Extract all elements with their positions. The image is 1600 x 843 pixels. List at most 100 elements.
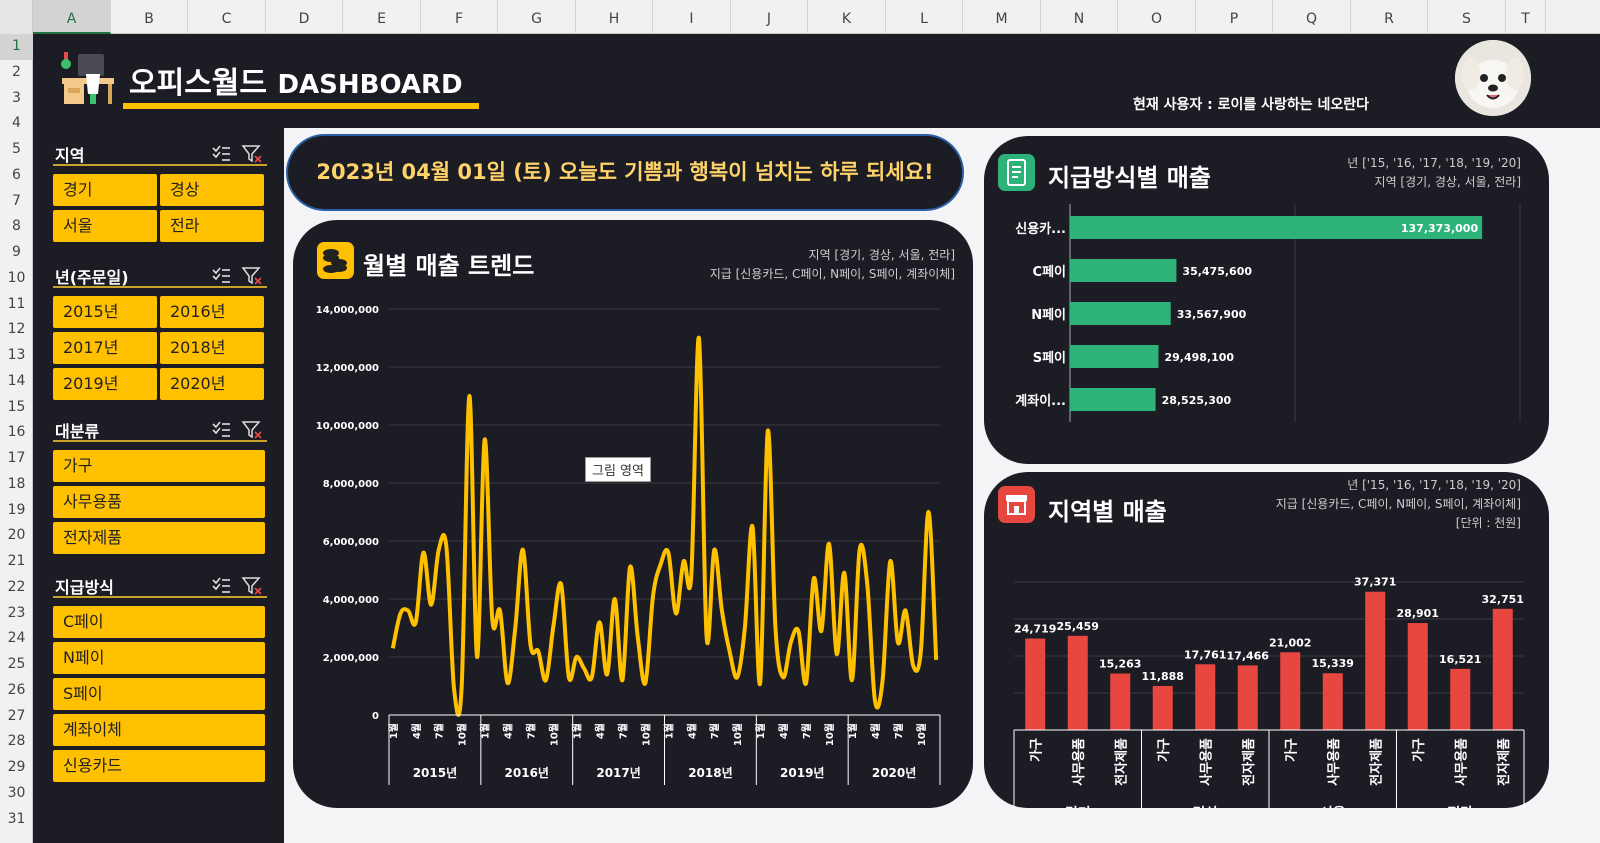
slicer-item[interactable]: 2019년 (53, 368, 157, 400)
slicer-item[interactable]: 2018년 (160, 332, 264, 364)
column-header-R[interactable]: R (1351, 0, 1428, 34)
row-header-2[interactable]: 2 (12, 63, 21, 80)
column-header-B[interactable]: B (111, 0, 188, 34)
column-header-M[interactable]: M (963, 0, 1041, 34)
row-header-13[interactable]: 13 (7, 347, 26, 363)
column-header-N[interactable]: N (1041, 0, 1118, 34)
column-header-E[interactable]: E (343, 0, 421, 34)
row-header-bar: 1 2 3 4 5 6 7 8 9 10 11 12 13 14 15 16 17 18 19 20 21 22 23 24 2… (0, 34, 33, 843)
row-header-27[interactable]: 27 (7, 707, 26, 724)
region-category-label: 전자제품 (1113, 738, 1129, 786)
column-header-P[interactable]: P (1196, 0, 1273, 34)
slicer-item[interactable]: 2015년 (53, 296, 157, 328)
row-header-5[interactable]: 5 (12, 141, 21, 157)
row-header-18[interactable]: 18 (7, 475, 26, 492)
payment-category-label: 신용카... (1015, 221, 1066, 237)
row-header-7[interactable]: 7 (12, 192, 21, 209)
region-value-label: 37,371 (1354, 576, 1396, 589)
column-header-I[interactable]: I (653, 0, 731, 34)
clear-filter-icon[interactable] (241, 420, 263, 444)
slicer-item[interactable]: 2020년 (160, 368, 264, 400)
column-header-J[interactable]: J (731, 0, 808, 34)
row-header-10[interactable]: 10 (7, 269, 26, 286)
month-tick-label: 1월 (847, 723, 859, 739)
slicer-item[interactable]: 신용카드 (53, 750, 265, 782)
slicer-item[interactable]: 전라 (160, 210, 264, 242)
multi-select-icon[interactable] (211, 420, 231, 442)
row-header-16[interactable]: 16 (7, 424, 26, 441)
clear-filter-icon[interactable] (241, 266, 263, 290)
slicer-item[interactable]: 경기 (53, 174, 157, 206)
slicer-title: 지급방식 (55, 578, 114, 597)
row-header-19[interactable]: 19 (7, 501, 26, 518)
column-header-D[interactable]: D (266, 0, 343, 34)
region-filter-info: 년 ['15, '16, '17, '18, '19, '20] 지급 [신용카드… (1276, 476, 1521, 533)
row-header-20[interactable]: 20 (7, 527, 26, 544)
clear-filter-icon[interactable] (241, 144, 263, 168)
row-header-3[interactable]: 3 (12, 89, 21, 106)
row-header-26[interactable]: 26 (7, 681, 26, 698)
row-header-31[interactable]: 31 (7, 810, 26, 827)
row-header-24[interactable]: 24 (7, 630, 26, 647)
column-header-L[interactable]: L (886, 0, 963, 34)
payment-value-label: 33,567,900 (1177, 308, 1247, 321)
column-header-S[interactable]: S (1428, 0, 1506, 34)
row-header-1[interactable]: 1 (0, 34, 33, 60)
slicer-item[interactable]: S페이 (53, 678, 265, 710)
slicer-item[interactable]: 2016년 (160, 296, 264, 328)
slicer-item[interactable]: 가구 (53, 450, 265, 482)
row-header-12[interactable]: 12 (7, 321, 26, 338)
row-header-30[interactable]: 30 (7, 784, 26, 801)
column-header-T[interactable]: T (1506, 0, 1546, 34)
column-header-Q[interactable]: Q (1273, 0, 1351, 34)
column-header-K[interactable]: K (808, 0, 886, 34)
slicer-item[interactable]: 계좌이체 (53, 714, 265, 746)
payment-bar-chart[interactable]: 신용카... 137,373,000 C페이 35,475,600 N페이 33,567,… (984, 136, 1549, 464)
region-value-label: 15,339 (1312, 657, 1354, 670)
slicer-item[interactable]: N페이 (53, 642, 265, 674)
slicer-item[interactable]: 서울 (53, 210, 157, 242)
row-header-25[interactable]: 25 (7, 656, 26, 672)
slicer-item[interactable]: 사무용품 (53, 486, 265, 518)
region-category-label: 사무용품 (1326, 738, 1342, 786)
column-header-C[interactable]: C (188, 0, 266, 34)
row-header-6[interactable]: 6 (12, 166, 21, 183)
region-bar-chart[interactable]: 24,719 가구 25,459 사무용품 15,263 전자제품경기 11,888 가구 17… (984, 472, 1549, 808)
column-header-O[interactable]: O (1118, 0, 1196, 34)
row-header-28[interactable]: 28 (7, 733, 26, 750)
multi-select-icon[interactable] (211, 576, 231, 598)
month-tick-label: 10월 (916, 723, 928, 746)
row-header-9[interactable]: 9 (12, 244, 21, 260)
slicer-item[interactable]: C페이 (53, 606, 265, 638)
row-header-14[interactable]: 14 (7, 372, 26, 389)
row-header-22[interactable]: 22 (7, 578, 26, 595)
slicer-item[interactable]: 전자제품 (53, 522, 265, 554)
row-header-17[interactable]: 17 (7, 450, 26, 466)
row-header-23[interactable]: 23 (7, 604, 26, 621)
payment-bar (1070, 388, 1156, 411)
region-bar (1067, 635, 1088, 730)
column-header-F[interactable]: F (421, 0, 498, 34)
multi-select-icon[interactable] (211, 266, 231, 288)
user-avatar (1455, 40, 1531, 116)
multi-select-icon[interactable] (211, 144, 231, 166)
dog-avatar-icon (1455, 40, 1531, 116)
slicer-item[interactable]: 2017년 (53, 332, 157, 364)
row-header-8[interactable]: 8 (12, 218, 21, 235)
y-tick-label: 6,000,000 (323, 537, 379, 548)
row-header-15[interactable]: 15 (7, 398, 26, 415)
month-tick-label: 1월 (388, 723, 400, 739)
year-label: 2019년 (780, 766, 824, 780)
column-header-H[interactable]: H (576, 0, 653, 34)
trend-line-chart[interactable]: 14,000,000 12,000,000 10,000,000 8,000,000 6… (293, 220, 973, 808)
region-value-label: 16,521 (1439, 653, 1481, 666)
row-header-4[interactable]: 4 (12, 115, 21, 132)
column-header-G[interactable]: G (498, 0, 576, 34)
column-header-A[interactable]: A (33, 0, 111, 34)
clear-filter-icon[interactable] (241, 576, 263, 600)
row-header-21[interactable]: 21 (7, 553, 26, 569)
select-all-corner[interactable] (0, 0, 33, 34)
slicer-item[interactable]: 경상 (160, 174, 264, 206)
row-header-29[interactable]: 29 (7, 759, 26, 775)
row-header-11[interactable]: 11 (7, 295, 26, 312)
